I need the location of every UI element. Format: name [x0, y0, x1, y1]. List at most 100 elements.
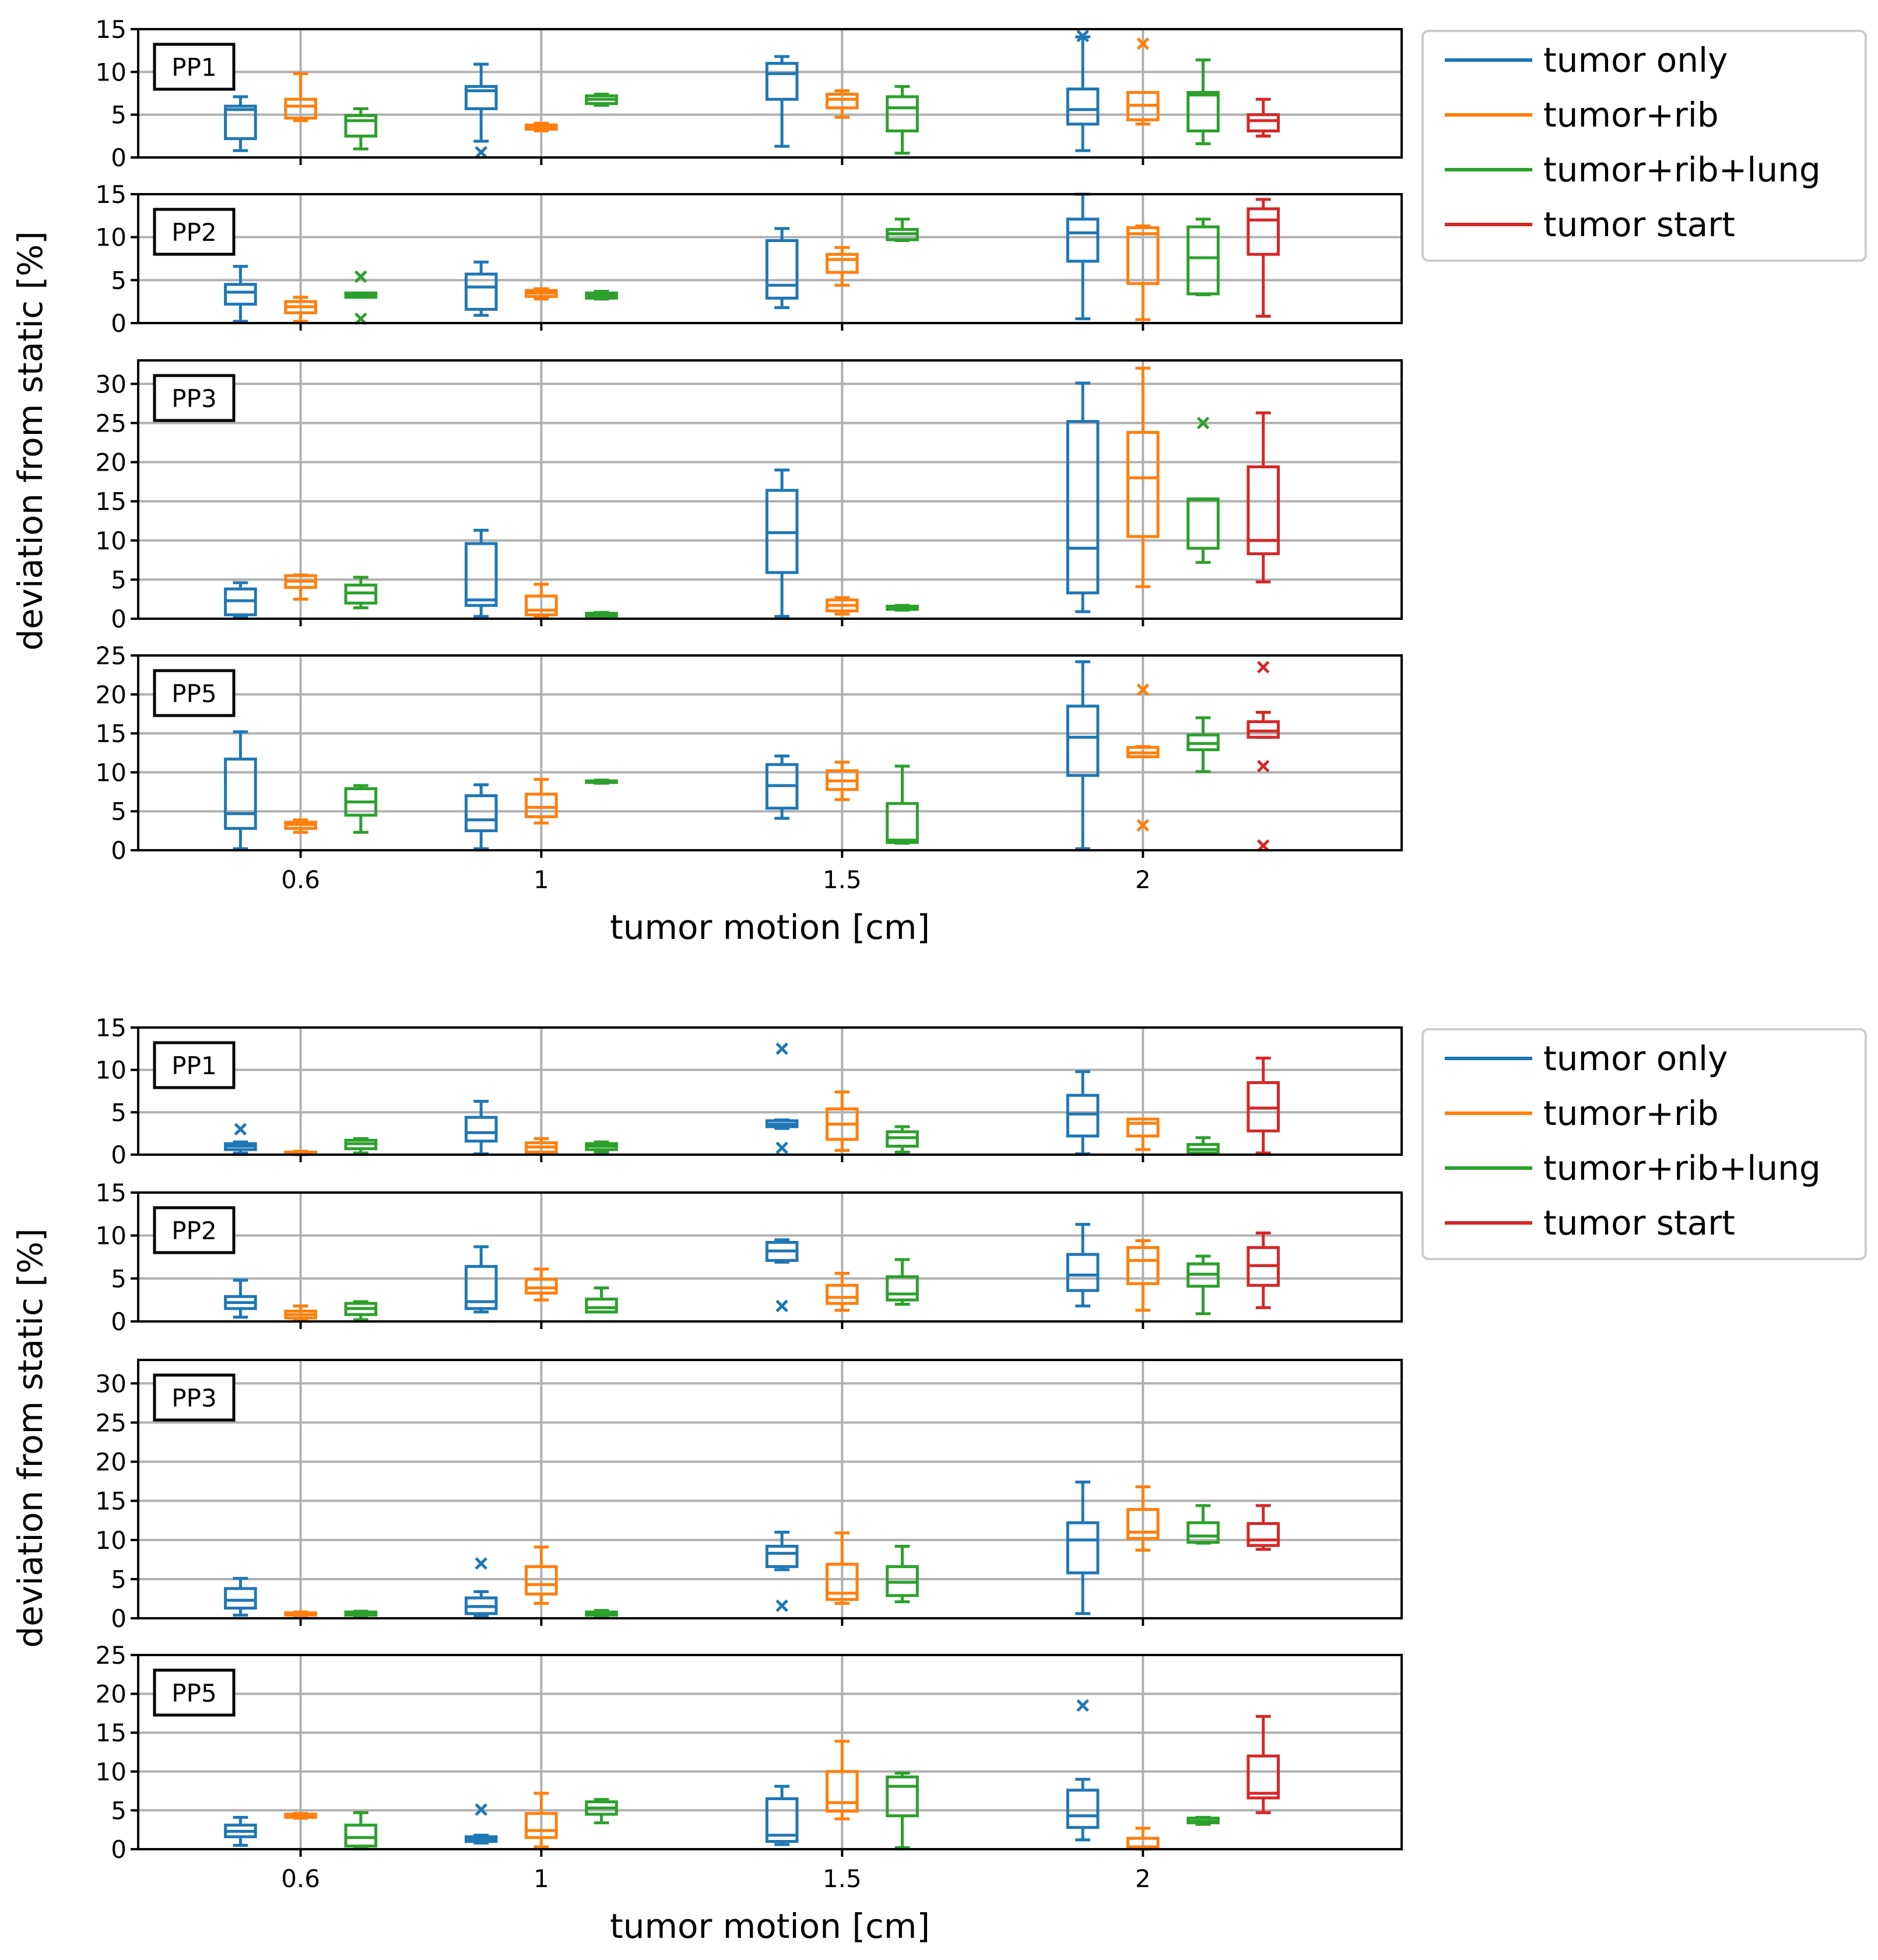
box-iqr: [1247, 113, 1280, 133]
box-iqr: [886, 95, 919, 133]
box-tumor-rib-lung-0-6: [344, 1300, 378, 1321]
y-tick-label: 10: [96, 1056, 127, 1085]
y-tick-label: 15: [96, 180, 127, 209]
y-tick-label: 0: [111, 1307, 127, 1336]
box-tumor-rib-2: [1126, 225, 1160, 321]
y-tick-label: 5: [111, 101, 127, 129]
box-tumor-only-1: [464, 1099, 498, 1156]
flier-stroke: [1196, 416, 1210, 430]
box-tumor-only-2: [1066, 1223, 1100, 1307]
chart-1: 0 5 10 15 PP1 0 5 10 15 PP2 0 5 10 15 20 25 30 PP3 0 5 10 15 2…: [10, 15, 1867, 947]
box-tumor-rib-0-6: [284, 1812, 317, 1820]
legend-item-tumor-rib: tumor+rib: [1445, 1093, 1719, 1133]
box-iqr: [886, 1775, 919, 1818]
panel-label-text: PP3: [171, 1384, 216, 1412]
panel-label-text: PP3: [171, 384, 216, 413]
y-axis-label: deviation from static [%]: [10, 231, 50, 650]
box-tumor-only-2: [1066, 381, 1100, 613]
flier-marker: [234, 1123, 247, 1136]
panel-pp3: 0 5 10 15 20 25 30 PP3: [96, 1359, 1403, 1633]
box-iqr: [1247, 1522, 1280, 1547]
y-tick-label: 25: [96, 409, 127, 437]
flier-stroke: [1076, 1699, 1089, 1712]
x-axis-label: tumor motion [cm]: [610, 907, 930, 947]
box-iqr: [765, 1544, 799, 1568]
box-iqr: [886, 802, 919, 844]
box-tumor-rib-1-5: [826, 1740, 859, 1821]
x-tick-label: 0.6: [281, 865, 320, 894]
box-tumor-rib-1-5: [826, 89, 859, 119]
box-iqr: [1066, 87, 1100, 126]
flier-stroke: [775, 1141, 788, 1155]
flier-marker: [1136, 819, 1150, 832]
box-tumor-rib-lung-1: [585, 289, 618, 301]
box-iqr: [1066, 1253, 1100, 1292]
y-tick-label: 5: [111, 566, 127, 594]
axes-frame: [137, 1191, 1403, 1323]
box-tumor-rib-lung-1-5: [886, 1544, 919, 1604]
box-iqr: [464, 542, 498, 607]
y-tick-label: 15: [96, 1014, 127, 1042]
y-tick-label: 10: [96, 1526, 127, 1555]
panel-label-text: PP2: [171, 1216, 216, 1245]
flier-marker: [775, 1042, 788, 1056]
box-iqr: [1066, 1789, 1100, 1829]
box-tumor-only-1-5: [765, 1784, 799, 1846]
box-tumor-only-2: [1066, 29, 1100, 152]
flier-marker: [1136, 37, 1150, 50]
box-tumor-rib-lung-2: [1187, 416, 1220, 564]
box-tumor-rib-lung-0-6: [344, 1610, 378, 1618]
flier-stroke: [354, 270, 367, 283]
box-tumor-rib-1: [525, 583, 558, 618]
box-tumor-rib-2: [1126, 1826, 1160, 1851]
box-tumor-only-1-5: [765, 55, 799, 148]
y-tick-label: 25: [96, 1408, 127, 1437]
legend-item-tumor-start: tumor start: [1445, 1203, 1735, 1243]
box-tumor-rib-lung-2: [1187, 1815, 1220, 1826]
flier-marker: [775, 1299, 788, 1313]
legend-label: tumor only: [1543, 1039, 1728, 1078]
box-tumor-only-0-6: [224, 730, 257, 850]
y-axis-label: deviation from static [%]: [10, 1228, 50, 1647]
box-tumor-start-2: [1247, 1504, 1280, 1551]
panel-label: PP3: [153, 1373, 236, 1422]
panel-pp2: 0 5 10 15 PP2: [96, 180, 1403, 338]
y-tick-label: 20: [96, 448, 127, 477]
box-iqr: [344, 1824, 378, 1848]
box-tumor-rib-2: [1126, 37, 1160, 126]
box-tumor-rib-lung-1: [585, 1798, 618, 1825]
box-tumor-start-2: [1247, 97, 1280, 138]
box-iqr: [826, 92, 859, 110]
box-tumor-rib-lung-2: [1187, 1254, 1220, 1316]
panel-label-frame: [153, 1041, 236, 1089]
box-tumor-only-1-5: [765, 227, 799, 309]
panel-label-frame: [153, 208, 236, 256]
box-iqr: [1126, 1117, 1160, 1138]
box-tumor-rib-lung-1-5: [886, 1771, 919, 1849]
y-tick-label: 30: [96, 370, 127, 398]
legend-label: tumor+rib+lung: [1543, 150, 1821, 190]
box-tumor-rib-2: [1126, 366, 1160, 588]
box-tumor-rib-lung-2: [1187, 58, 1220, 146]
box-tumor-only-1: [464, 260, 498, 317]
box-iqr: [826, 253, 859, 274]
box-tumor-only-2: [1066, 660, 1100, 850]
box-iqr: [525, 1812, 558, 1839]
y-tick-label: 10: [96, 1758, 127, 1786]
panel-label-frame: [153, 43, 236, 91]
flier-stroke: [775, 1042, 788, 1056]
box-iqr: [765, 62, 799, 101]
box-tumor-rib-1: [525, 777, 558, 825]
box-tumor-rib-lung-1-5: [886, 1125, 919, 1154]
axes-frame: [137, 654, 1403, 851]
y-tick-label: 15: [96, 488, 127, 516]
box-iqr: [464, 1265, 498, 1310]
box-tumor-rib-2: [1126, 1117, 1160, 1151]
panel-label: PP2: [153, 208, 236, 256]
box-tumor-rib-1: [525, 1791, 558, 1849]
y-tick-label: 15: [96, 15, 127, 44]
box-tumor-rib-1-5: [826, 1271, 859, 1312]
flier-marker: [475, 146, 487, 159]
box-iqr: [1187, 1521, 1220, 1544]
flier-stroke: [475, 1557, 487, 1570]
